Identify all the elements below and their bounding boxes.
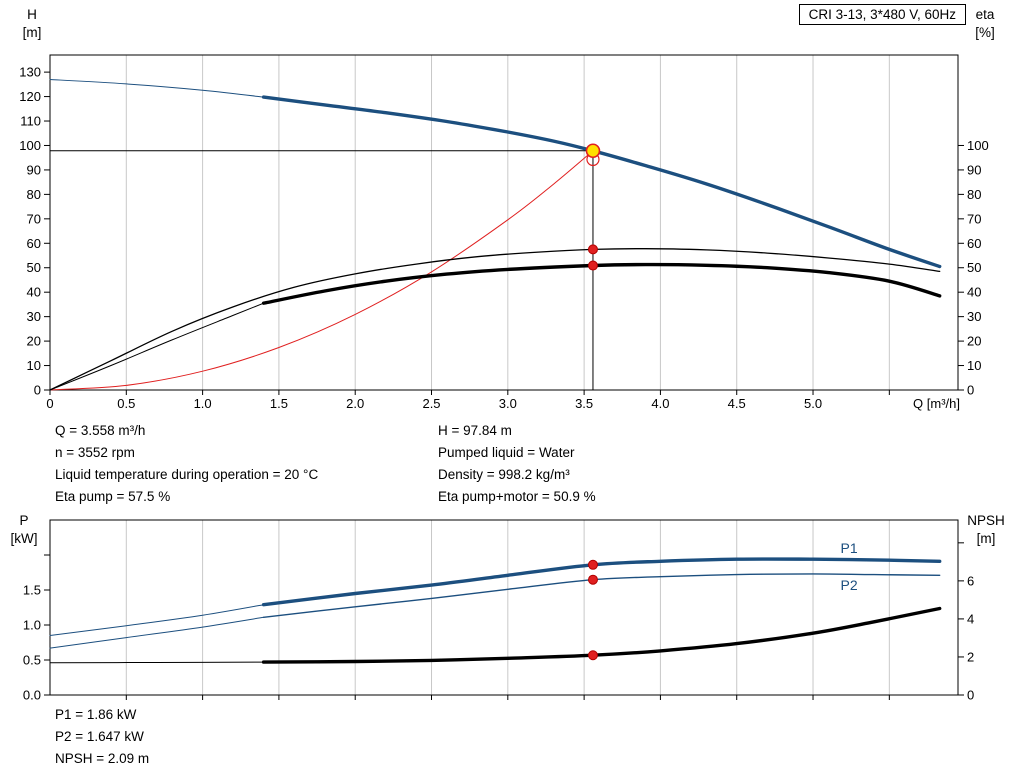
y-right-tick-label: 100: [967, 138, 989, 153]
x-tick-label: 0: [46, 396, 53, 411]
p2-marker: [587, 574, 598, 585]
p2-curve: [262, 573, 941, 618]
x-tick-label: 1.5: [270, 396, 288, 411]
x-axis-label: Q [m³/h]: [913, 396, 960, 411]
y-right-tick-label: 50: [967, 260, 981, 275]
p-axis-symbol: P: [19, 513, 29, 528]
y-left-tick-label: 70: [27, 211, 41, 226]
eta-axis-unit: [%]: [975, 25, 995, 40]
x-tick-label: 2.0: [346, 396, 364, 411]
y-left-tick-label: 80: [27, 187, 41, 202]
p1-curve: [261, 557, 942, 607]
power-npsh-chart: 0.0 0.5 1.0 1.5 0 2 4 6 P1 P2: [23, 519, 974, 703]
h-axis-label: H [m]: [10, 6, 54, 42]
y-left-tick-label: 40: [27, 285, 41, 300]
x-tick-label: 4.0: [651, 396, 669, 411]
x-tick-label: 4.5: [728, 396, 746, 411]
y-right-tick-label: 40: [967, 285, 981, 300]
power-info: P1 = 1.86 kW P2 = 1.647 kW NPSH = 2.09 m: [55, 704, 149, 770]
y-right-tick-label: 20: [967, 334, 981, 349]
p1-marker: [587, 559, 598, 570]
pump-model-label: CRI 3-13, 3*480 V, 60Hz: [808, 7, 956, 22]
info-line-n: n = 3552 rpm: [55, 445, 135, 460]
hq-curve-extension: [49, 79, 265, 98]
y-right-tick-label: 4: [967, 611, 974, 626]
npsh-axis-symbol: NPSH: [967, 513, 1005, 528]
eta-pump-curve: [49, 248, 941, 391]
y-left-tick-label: 100: [19, 138, 41, 153]
info-line-liquid: Pumped liquid = Water: [438, 445, 575, 460]
y-right-tick-label: 2: [967, 649, 974, 664]
y-left-tick-label: 110: [20, 114, 41, 129]
eta-axis-label: eta [%]: [962, 6, 1008, 42]
y-left-tick-label: 20: [27, 334, 41, 349]
duty-point-marker: [585, 143, 601, 159]
y-left-tick-label: 30: [27, 309, 41, 324]
qh-eta-chart: 0 0.5 1.0 1.5 2.0 2.5 3.0 3.5 4.0 4.5 5.0 0 10 20 30 40…: [19, 54, 989, 411]
hq-curve: [261, 95, 942, 269]
system-curve: [49, 150, 594, 391]
y-left-tick-label: 130: [19, 65, 41, 80]
curve-label-p1: P1: [840, 540, 857, 556]
y-left-tick-label: 0.5: [23, 653, 41, 668]
plot-frame: [49, 54, 959, 391]
info-line-h: H = 97.84 m: [438, 423, 512, 438]
info-line-temperature: Liquid temperature during operation = 20…: [55, 467, 319, 482]
npsh-axis-label: NPSH [m]: [958, 512, 1014, 548]
npsh-axis-unit: [m]: [976, 531, 996, 546]
info-line-density: Density = 998.2 kg/m³: [438, 467, 570, 482]
h-axis-symbol: H: [27, 7, 37, 22]
pump-model-box: CRI 3-13, 3*480 V, 60Hz: [798, 4, 966, 25]
p-axis-unit: [kW]: [10, 531, 38, 546]
y-left-tick-label: 1.0: [23, 618, 41, 633]
p1-extension: [49, 604, 265, 636]
y-left-tick-label: 60: [27, 236, 41, 251]
y-left-tick-label: 0: [34, 383, 41, 398]
p-axis-label: P [kW]: [2, 512, 46, 548]
y-right-tick-label: 0: [967, 688, 974, 703]
eta-axis-symbol: eta: [975, 7, 995, 22]
y-left-tick-label: 0.0: [23, 688, 41, 703]
info-line-npsh: NPSH = 2.09 m: [55, 751, 150, 766]
h-axis-unit: [m]: [22, 25, 42, 40]
duty-info-right: H = 97.84 m Pumped liquid = Water Densit…: [438, 420, 596, 508]
x-tick-label: 3.0: [499, 396, 517, 411]
y-left-tick-label: 10: [27, 358, 41, 373]
y-left-tick-label: 120: [19, 89, 41, 104]
y-left-tick-label: 1.5: [23, 583, 41, 598]
eta-pump-motor-marker: [587, 260, 598, 271]
y-right-tick-label: 90: [967, 162, 981, 177]
y-left-tick-label: 50: [27, 260, 41, 275]
curve-label-p2: P2: [840, 577, 857, 593]
eta-pump-marker: [587, 244, 598, 255]
x-tick-label: 3.5: [575, 396, 593, 411]
info-line-p1: P1 = 1.86 kW: [55, 707, 137, 722]
y-right-tick-label: 30: [967, 309, 981, 324]
p2-extension: [49, 616, 265, 649]
x-tick-label: 1.0: [194, 396, 212, 411]
plot-frame: [49, 519, 959, 696]
y-right-tick-label: 60: [967, 236, 981, 251]
npsh-curve: [261, 606, 942, 664]
y-right-tick-label: 6: [967, 573, 974, 588]
info-line-q: Q = 3.558 m³/h: [55, 423, 146, 438]
info-line-p2: P2 = 1.647 kW: [55, 729, 144, 744]
npsh-extension: [49, 661, 265, 664]
info-line-eta-pump: Eta pump = 57.5 %: [55, 489, 171, 504]
x-tick-label: 0.5: [117, 396, 135, 411]
x-tick-label: 5.0: [804, 396, 822, 411]
y-right-tick-label: 80: [967, 187, 981, 202]
y-right-tick-label: 70: [967, 211, 981, 226]
y-right-tick-label: 0: [967, 383, 974, 398]
y-right-tick-label: 10: [967, 358, 981, 373]
eta-pump-motor-curve: [261, 262, 942, 305]
duty-info-left: Q = 3.558 m³/h n = 3552 rpm Liquid tempe…: [55, 420, 318, 508]
y-left-tick-label: 90: [27, 162, 41, 177]
info-line-eta-pump-motor: Eta pump+motor = 50.9 %: [438, 489, 596, 504]
npsh-marker: [587, 650, 598, 661]
x-tick-label: 2.5: [422, 396, 440, 411]
eta-pump-motor-extension: [49, 302, 265, 391]
